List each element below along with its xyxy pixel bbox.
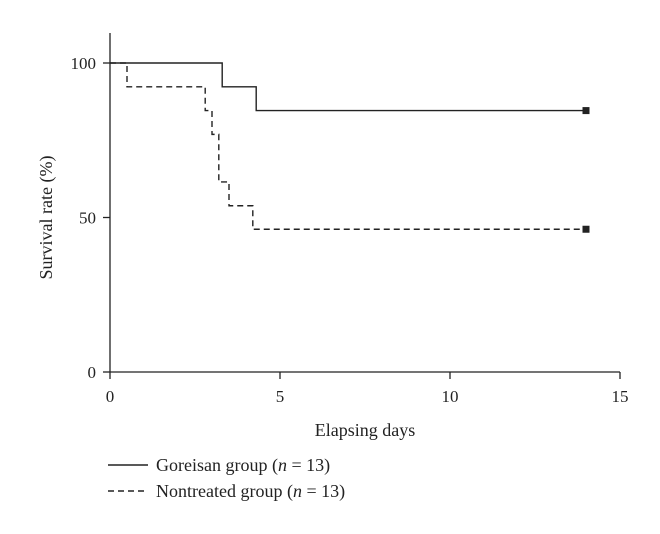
chart-legend: Goreisan group (n = 13) Nontreated group…: [108, 452, 345, 504]
censor-marker-0: [582, 107, 590, 115]
legend-swatch-solid: [108, 464, 148, 466]
legend-label-nontreated: Nontreated group (n = 13): [156, 480, 346, 501]
x-tick-label: 0: [106, 387, 115, 406]
chart-axes: [109, 33, 620, 373]
y-tick-label: 100: [71, 54, 97, 73]
x-tick-label: 10: [442, 387, 459, 406]
series-line-0: [110, 62, 586, 112]
x-tick-label: 15: [612, 387, 629, 406]
legend-swatch-dashed: [108, 490, 148, 492]
y-tick-label: 0: [88, 363, 97, 382]
x-tick-label: 5: [276, 387, 285, 406]
survival-chart: 0 5 10 15 0 50 100 Elapsing days Survival rate…: [36, 33, 629, 440]
series-line-1: [110, 62, 586, 230]
y-tick-label: 50: [79, 209, 96, 228]
chart-ticks: 0 5 10 15 0 50 100: [71, 54, 629, 406]
legend-label-goreisan: Goreisan group (n = 13): [156, 454, 331, 475]
x-axis-label: Elapsing days: [315, 420, 416, 440]
chart-series-layer: [110, 62, 590, 233]
legend-item-nontreated: Nontreated group (n = 13): [108, 478, 345, 504]
censor-marker-1: [582, 225, 590, 233]
y-axis-label: Survival rate (%): [36, 156, 57, 280]
legend-item-goreisan: Goreisan group (n = 13): [108, 452, 345, 478]
